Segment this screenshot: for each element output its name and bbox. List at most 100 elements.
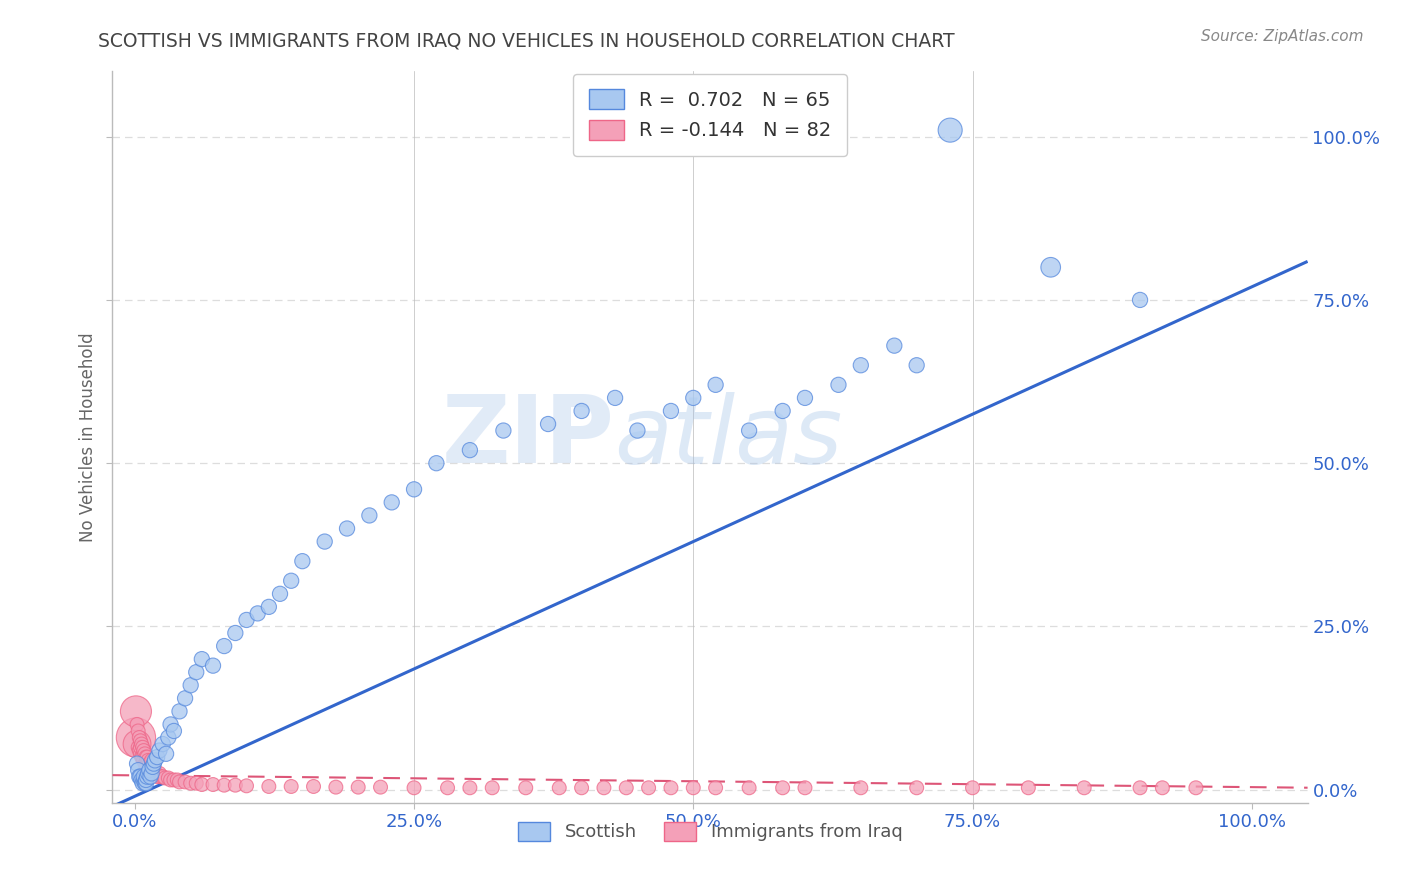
Point: [125, 737, 148, 751]
Point: [302, 780, 325, 794]
Point: [905, 780, 928, 795]
Point: [169, 705, 191, 719]
Point: [148, 743, 170, 757]
Point: [155, 747, 177, 761]
Point: [136, 756, 159, 771]
Point: [157, 731, 180, 745]
Point: [141, 753, 163, 767]
Point: [143, 753, 166, 767]
Point: [280, 780, 302, 794]
Point: [849, 358, 872, 372]
Point: [125, 756, 148, 771]
Point: [614, 780, 637, 795]
Point: [152, 737, 174, 751]
Point: [257, 599, 280, 614]
Point: [314, 534, 336, 549]
Point: [537, 417, 560, 431]
Point: [212, 639, 235, 653]
Point: [127, 723, 149, 738]
Point: [136, 753, 159, 767]
Point: [159, 717, 181, 731]
Point: [1039, 260, 1062, 275]
Point: [134, 756, 156, 771]
Point: [142, 766, 165, 780]
Point: [131, 737, 153, 751]
Point: [191, 652, 214, 666]
Point: [138, 763, 160, 777]
Point: [704, 780, 727, 795]
Point: [138, 760, 160, 774]
Point: [548, 780, 571, 795]
Point: [1017, 780, 1039, 795]
Point: [659, 404, 682, 418]
Point: [481, 780, 503, 795]
Point: [139, 763, 162, 777]
Point: [125, 705, 148, 719]
Point: [626, 424, 648, 438]
Point: [131, 750, 153, 764]
Point: [128, 731, 150, 745]
Point: [131, 740, 153, 755]
Point: [166, 772, 188, 787]
Text: SCOTTISH VS IMMIGRANTS FROM IRAQ NO VEHICLES IN HOUSEHOLD CORRELATION CHART: SCOTTISH VS IMMIGRANTS FROM IRAQ NO VEHI…: [98, 31, 955, 50]
Point: [402, 483, 425, 497]
Point: [772, 404, 794, 418]
Point: [180, 678, 202, 692]
Point: [224, 626, 246, 640]
Point: [132, 772, 155, 787]
Point: [436, 780, 458, 795]
Point: [142, 763, 165, 777]
Point: [163, 723, 186, 738]
Point: [291, 554, 314, 568]
Point: [149, 770, 172, 784]
Point: [125, 731, 148, 745]
Point: [603, 391, 626, 405]
Point: [659, 780, 682, 795]
Point: [1129, 780, 1152, 795]
Point: [139, 770, 162, 784]
Point: [191, 778, 214, 792]
Point: [571, 404, 593, 418]
Point: [269, 587, 291, 601]
Point: [186, 776, 208, 790]
Point: [174, 691, 197, 706]
Point: [704, 377, 727, 392]
Point: [939, 123, 962, 137]
Point: [637, 780, 659, 795]
Point: [129, 740, 152, 755]
Point: [136, 750, 159, 764]
Point: [136, 766, 159, 780]
Point: [132, 770, 155, 784]
Point: [1152, 780, 1174, 795]
Point: [134, 747, 156, 761]
Point: [212, 778, 235, 792]
Point: [136, 770, 159, 784]
Point: [905, 358, 928, 372]
Point: [142, 756, 165, 771]
Point: [794, 780, 817, 795]
Point: [381, 495, 404, 509]
Point: [280, 574, 302, 588]
Point: [347, 780, 370, 794]
Point: [1185, 780, 1208, 795]
Point: [174, 775, 197, 789]
Point: [201, 778, 224, 792]
Point: [515, 780, 537, 795]
Point: [186, 665, 208, 680]
Point: [492, 424, 515, 438]
Point: [425, 456, 447, 470]
Point: [827, 377, 849, 392]
Point: [1073, 780, 1095, 795]
Point: [325, 780, 347, 794]
Point: [336, 521, 359, 535]
Point: [359, 508, 381, 523]
Point: [738, 424, 761, 438]
Point: [148, 766, 170, 780]
Point: [143, 763, 166, 777]
Point: [883, 338, 905, 352]
Point: [141, 760, 163, 774]
Point: [146, 770, 169, 784]
Point: [145, 766, 167, 780]
Text: ZIP: ZIP: [441, 391, 614, 483]
Legend: Scottish, Immigrants from Iraq: Scottish, Immigrants from Iraq: [510, 814, 910, 848]
